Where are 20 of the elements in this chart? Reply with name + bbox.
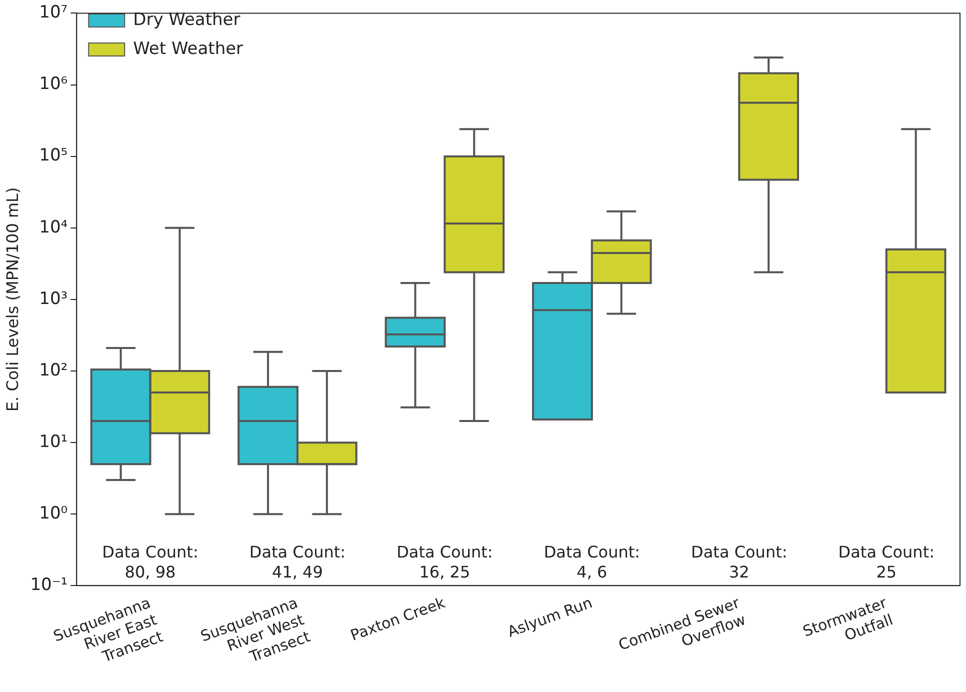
y-tick-label: 10⁵	[39, 146, 68, 166]
y-tick-label: 10⁻¹	[30, 575, 68, 596]
y-tick-label: 10⁷	[39, 2, 68, 23]
x-tick-label: Paxton Creek	[348, 594, 448, 644]
y-axis-title: E. Coli Levels (MPN/100 mL)	[2, 187, 22, 412]
x-tick-label: Aslyum Run	[505, 594, 595, 641]
y-tick-label: 10⁰	[39, 504, 68, 524]
annotation: Data Count: 4, 6	[544, 542, 640, 582]
annotation: Data Count: 41, 49	[249, 542, 346, 582]
annotation: Data Count: 25	[838, 542, 934, 582]
y-tick-label: 10¹	[39, 432, 68, 452]
annotation: Data Count: 80, 98	[102, 542, 198, 582]
y-tick-label: 10⁶	[39, 74, 68, 94]
annotation: Data Count: 16, 25	[396, 542, 493, 582]
legend-label: Dry Weather	[133, 10, 240, 30]
y-tick-label: 10²	[39, 360, 68, 380]
y-tick-label: 10⁴	[39, 217, 68, 238]
y-tick-label: 10³	[39, 288, 68, 309]
legend-label: Wet Weather	[133, 38, 244, 59]
annotation: Data Count: 32	[691, 542, 788, 582]
